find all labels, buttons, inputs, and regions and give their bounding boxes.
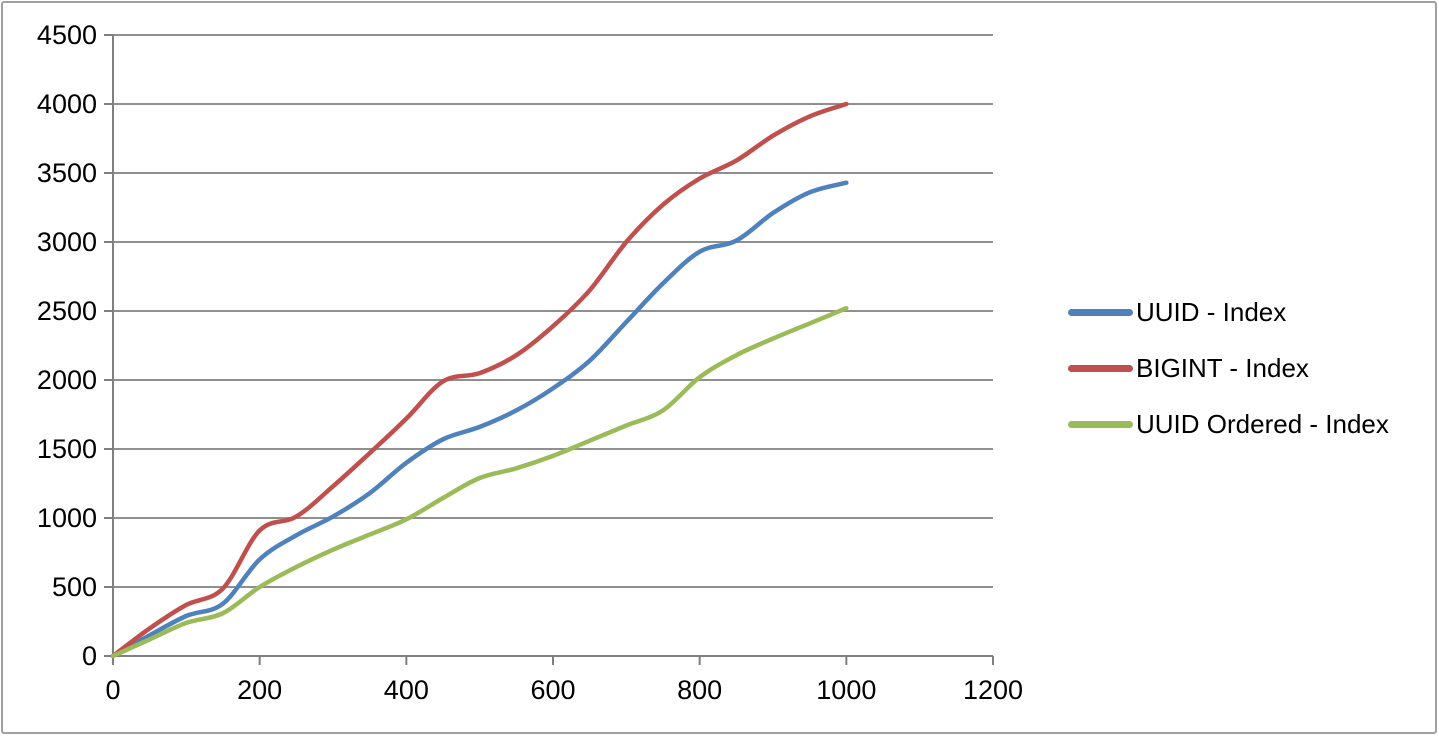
y-axis-tick-label: 3000 — [37, 227, 97, 257]
x-axis-tick-label: 600 — [530, 675, 575, 705]
x-axis-tick-label: 400 — [384, 675, 429, 705]
legend-swatch-line — [1068, 308, 1133, 316]
legend-label: UUID Ordered - Index — [1136, 408, 1389, 439]
series-line-uuid-index — [110, 180, 849, 659]
x-axis-tick-label: 200 — [237, 675, 282, 705]
y-axis-tick-label: 1000 — [37, 503, 97, 533]
legend-item: BIGINT - Index — [1068, 340, 1389, 396]
y-axis-tick-label: 2500 — [37, 296, 97, 326]
series-line-bigint-index — [110, 101, 849, 659]
x-axis-tick-label: 0 — [105, 675, 120, 705]
legend-item: UUID Ordered - Index — [1068, 396, 1389, 452]
y-axis-tick-label: 1500 — [37, 434, 97, 464]
chart-legend: UUID - Index BIGINT - Index UUID Ordered… — [1068, 284, 1389, 452]
y-axis-tick-label: 2000 — [37, 365, 97, 395]
x-axis-tick-label: 1200 — [963, 675, 1023, 705]
legend-label: UUID - Index — [1136, 296, 1287, 327]
x-axis-tick-label: 1000 — [816, 675, 876, 705]
legend-swatch-line — [1068, 364, 1133, 372]
y-axis-tick-label: 4500 — [37, 20, 97, 50]
y-axis-tick-label: 4000 — [37, 89, 97, 119]
y-axis-tick-label: 3500 — [37, 158, 97, 188]
y-axis-tick-label: 500 — [52, 572, 97, 602]
legend-swatch-line — [1068, 420, 1133, 428]
series-line-uuid-ordered-index — [110, 305, 849, 659]
x-axis-tick-label: 800 — [677, 675, 722, 705]
legend-label: BIGINT - Index — [1136, 352, 1309, 383]
y-axis-tick-label: 0 — [82, 641, 97, 671]
legend-item: UUID - Index — [1068, 284, 1389, 340]
